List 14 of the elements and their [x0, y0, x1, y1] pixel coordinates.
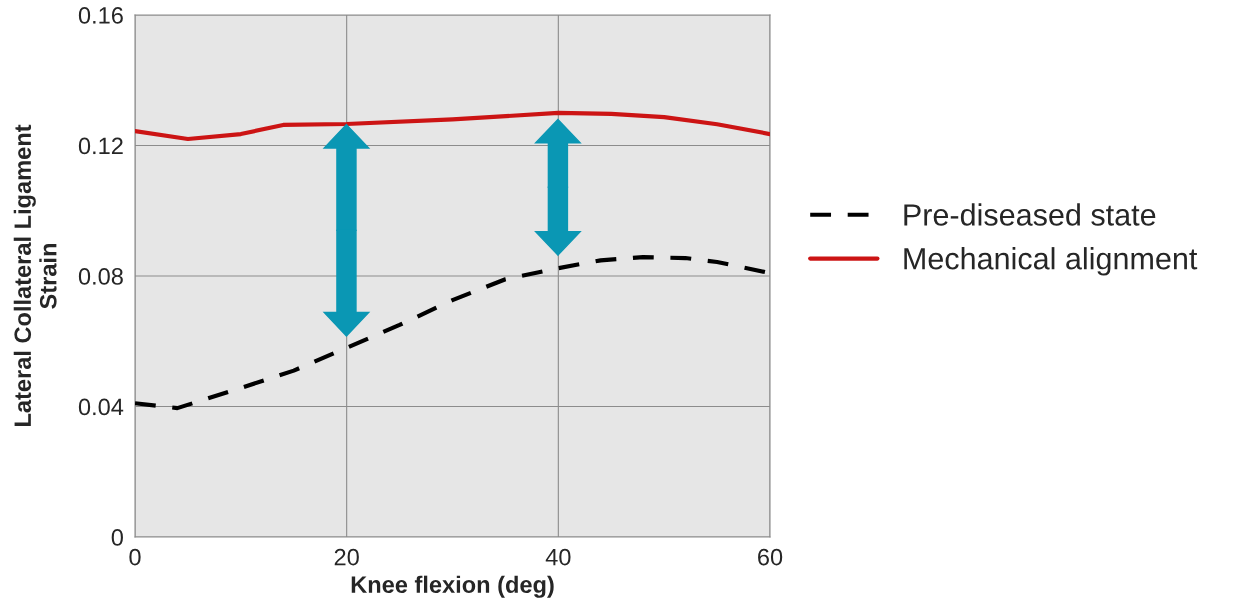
- legend-label: Mechanical alignment: [904, 247, 1198, 276]
- x-tick-label: 20: [334, 548, 359, 566]
- y-tick-label: 0.12: [78, 137, 123, 155]
- x-tick-label: 60: [758, 548, 783, 566]
- y-tick-label: 0.04: [78, 398, 124, 416]
- y-tick-label: 0.08: [78, 268, 123, 285]
- y-tick-label: 0: [111, 529, 123, 546]
- y-axis-title: Lateral Collateral Ligament Strain: [13, 124, 57, 426]
- line-series: [135, 110, 770, 142]
- x-tick-label: 40: [545, 548, 571, 566]
- y-tick-label: 0.16: [78, 7, 123, 24]
- legend-label: Pre-diseased state: [904, 203, 1156, 226]
- x-axis-title: Knee flexion (deg): [351, 575, 554, 598]
- x-tick-label: 0: [129, 548, 141, 566]
